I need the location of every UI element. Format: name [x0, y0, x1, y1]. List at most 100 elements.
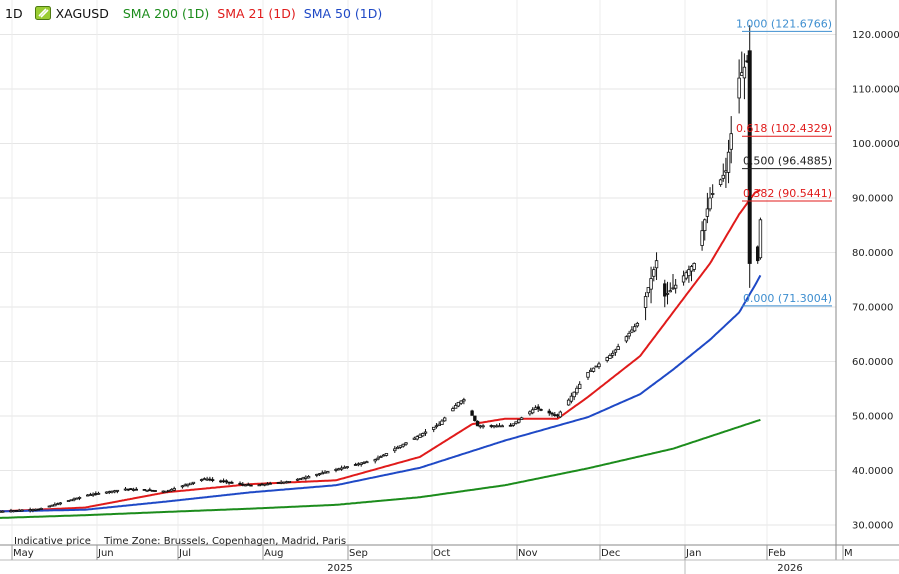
y-tick-label: 100.0000 — [852, 139, 899, 150]
candle-body — [586, 371, 590, 378]
candle-body — [528, 411, 532, 415]
candle-body — [123, 488, 128, 491]
candle-body — [345, 466, 349, 469]
candle-body — [654, 260, 659, 269]
candle-body — [306, 476, 311, 479]
x-tick-label: Sep — [349, 548, 368, 559]
candle-body — [575, 387, 579, 394]
candle-body — [665, 292, 670, 295]
candle-body — [28, 509, 32, 512]
candle-body — [663, 283, 667, 297]
candle-body — [671, 287, 675, 290]
candle-body — [437, 423, 441, 426]
candle-body — [632, 326, 637, 332]
candle-body — [110, 490, 114, 493]
candle-body — [55, 503, 60, 506]
year-label-2026: 2026 — [777, 563, 802, 574]
candle-body — [219, 480, 223, 483]
candle-body — [610, 352, 615, 356]
x-tick-label: M — [844, 548, 853, 559]
candle-body — [47, 505, 52, 508]
candle-body — [703, 219, 707, 231]
candle-body — [243, 484, 248, 487]
y-tick-label: 80.0000 — [852, 248, 893, 259]
candle-body — [398, 445, 403, 448]
fib-level-label: 1.000 (121.6766) — [736, 17, 832, 30]
candle-body — [126, 488, 130, 491]
candle-body — [434, 425, 439, 428]
ma-line-sma-50 — [0, 274, 762, 513]
candle-body — [17, 509, 21, 512]
candle-body — [737, 77, 741, 99]
candle-body — [320, 472, 324, 475]
y-tick-label: 50.0000 — [852, 412, 893, 423]
candle-body — [39, 508, 43, 510]
fib-level-label: 0.500 (96.4885) — [743, 155, 832, 168]
candle-body — [646, 287, 651, 294]
candle-body — [379, 456, 383, 458]
candle-body — [161, 490, 165, 493]
interval-label[interactable]: 1D — [5, 5, 23, 21]
candle-body — [421, 433, 425, 437]
candle-body — [514, 421, 518, 424]
y-tick-label: 40.0000 — [852, 466, 893, 477]
candle-body — [227, 481, 231, 484]
candle-body — [462, 399, 466, 402]
symbol-label[interactable]: XAGUSD — [55, 5, 109, 21]
candle-body — [260, 483, 264, 486]
candle-body — [66, 500, 71, 502]
candle-body — [613, 349, 618, 353]
candle-body — [287, 480, 292, 483]
candle-body — [492, 425, 496, 428]
candle-body — [20, 509, 24, 512]
candle-body — [376, 457, 380, 460]
candle-body — [700, 230, 704, 246]
candle-body — [519, 417, 524, 420]
candle-body — [268, 482, 272, 485]
candle-body — [547, 410, 551, 414]
candle-body — [301, 477, 305, 480]
candle-body — [456, 401, 461, 407]
candle-body — [75, 497, 79, 500]
candle-body — [91, 493, 95, 496]
candle-body — [238, 482, 242, 485]
candle-body — [643, 296, 648, 308]
candle-body — [50, 504, 54, 507]
study-sma-21[interactable]: SMA 21 (1D) — [217, 5, 296, 21]
candle-body — [475, 420, 480, 427]
study-sma-200[interactable]: SMA 200 (1D) — [122, 5, 210, 21]
candle-body — [635, 322, 640, 327]
candle-body — [627, 332, 631, 337]
candle-body — [451, 408, 455, 412]
candle-body — [86, 494, 90, 497]
candle-body — [508, 424, 513, 427]
candle-body — [77, 496, 82, 499]
x-tick-label: May — [13, 548, 34, 559]
candle-body — [578, 383, 582, 389]
ma-line-sma-21 — [0, 188, 761, 513]
candle-body — [721, 174, 725, 179]
moving-average-lines — [0, 188, 762, 519]
candle-body — [381, 454, 386, 457]
candle-body — [188, 482, 193, 486]
candle-body — [558, 411, 563, 418]
candle-body — [356, 463, 361, 466]
footer-note: Indicative price Time Zone: Brussels, Co… — [14, 536, 356, 547]
study-sma-50[interactable]: SMA 50 (1D) — [303, 5, 383, 21]
candle-body — [401, 443, 405, 447]
candle-body — [36, 508, 41, 511]
x-axis: May Jun Jul Aug Sep Oct Nov Dec Jan Feb M 2025 2026 — [11, 545, 853, 574]
fibonacci-retracement[interactable]: 1.000 (121.6766) 0.618 (102.4329) 0.500 (9… — [736, 17, 832, 307]
candle-body — [630, 329, 634, 333]
candle-body — [550, 412, 554, 415]
candle-body — [12, 510, 16, 512]
candle-body — [14, 509, 19, 512]
candle-body — [241, 483, 245, 486]
candle-body — [31, 509, 35, 511]
candle-body — [473, 415, 477, 421]
candle-body — [131, 489, 136, 491]
candle-body — [566, 399, 571, 406]
candle-body — [481, 425, 485, 428]
